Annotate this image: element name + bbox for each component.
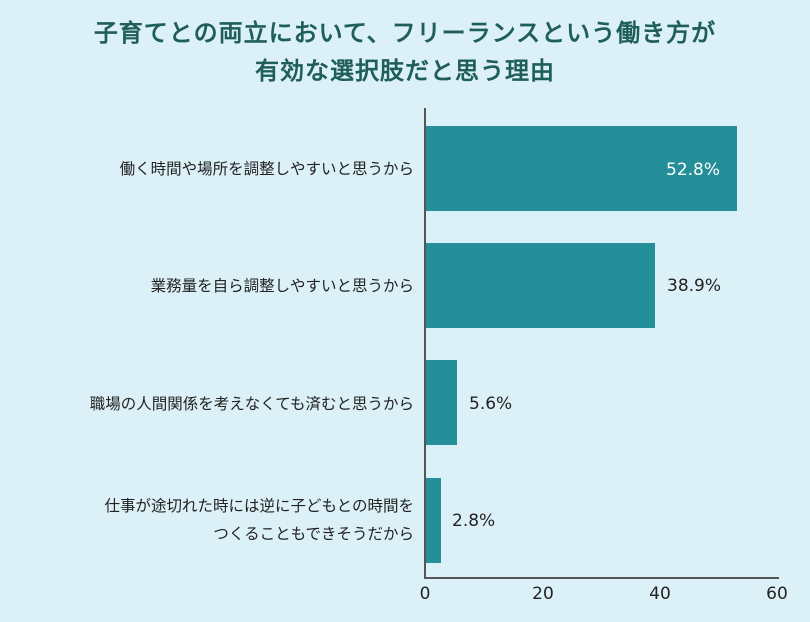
x-tick-label: 60 bbox=[766, 584, 788, 604]
y-axis bbox=[424, 108, 426, 579]
chart-title-line1: 子育てとの両立において、フリーランスという働き方が bbox=[93, 19, 717, 47]
bar bbox=[426, 360, 457, 445]
value-label: 38.9% bbox=[667, 276, 722, 296]
category-label: 業務量を自ら調整しやすいと思うから bbox=[150, 277, 414, 295]
chart-title: 子育てとの両立において、フリーランスという働き方が 有効な選択肢だと思う理由 bbox=[0, 14, 810, 90]
x-tick-label: 20 bbox=[532, 584, 554, 604]
bar bbox=[426, 243, 655, 328]
value-label: 5.6% bbox=[469, 394, 513, 414]
chart-title-line2: 有効な選択肢だと思う理由 bbox=[255, 57, 555, 85]
category-label: 職場の人間関係を考えなくても済むと思うから bbox=[89, 395, 414, 413]
x-tick-label: 0 bbox=[419, 584, 431, 604]
x-tick-label: 40 bbox=[649, 584, 671, 604]
value-label: 2.8% bbox=[452, 511, 496, 531]
category-label: 仕事が途切れた時には逆に子どもとの時間を つくることもできそうだから bbox=[104, 492, 414, 548]
category-label-line2: つくることもできそうだから bbox=[213, 525, 414, 543]
category-label-line1: 仕事が途切れた時には逆に子どもとの時間を bbox=[104, 497, 414, 515]
bar bbox=[426, 478, 441, 563]
bar bbox=[426, 126, 737, 211]
value-label: 52.8% bbox=[666, 160, 721, 180]
category-label: 働く時間や場所を調整しやすいと思うから bbox=[119, 160, 414, 178]
x-axis bbox=[424, 577, 779, 579]
